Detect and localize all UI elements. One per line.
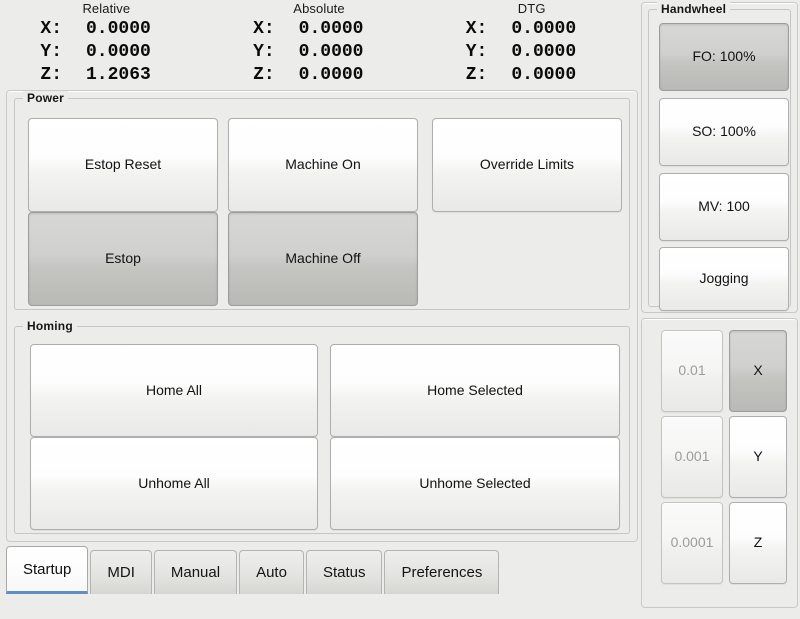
home-selected-button[interactable]: Home Selected <box>330 344 620 437</box>
dro-axis-value: 0.0000 <box>298 19 364 40</box>
dro-axis-label: Z: <box>465 64 488 85</box>
power-group: Power <box>14 91 630 310</box>
dro-row: X: 0.0000 <box>213 18 426 41</box>
dro-axis-value: 1.2063 <box>86 64 151 85</box>
jog-increment-0_001-button[interactable]: 0.001 <box>661 416 723 498</box>
unhome-all-button[interactable]: Unhome All <box>30 437 318 530</box>
unhome-selected-button[interactable]: Unhome Selected <box>330 437 620 530</box>
jog-axis-z-button[interactable]: Z <box>729 502 787 584</box>
dro-row: Z: 0.0000 <box>425 63 638 86</box>
dro-row: Z: 0.0000 <box>213 63 426 86</box>
machine-on-button[interactable]: Machine On <box>228 118 418 212</box>
dro-axis-value: 0.0000 <box>298 64 364 85</box>
dro-axis-label: Z: <box>253 64 275 85</box>
dro-row: X: 0.0000 <box>425 18 638 41</box>
home-all-button[interactable]: Home All <box>30 344 318 437</box>
dro-axis-value: 0.0000 <box>511 42 577 62</box>
tab-manual[interactable]: Manual <box>153 550 238 594</box>
jogging-button[interactable]: Jogging <box>659 247 789 311</box>
tab-status[interactable]: Status <box>305 550 383 594</box>
machine-off-button[interactable]: Machine Off <box>228 212 418 306</box>
dro-axis-label: Y: <box>253 42 275 62</box>
jog-axis-x-button[interactable]: X <box>729 330 787 412</box>
dro-column-relative: Relative X: 0.0000 Y: 0.0000 Z: 1.2063 <box>0 0 213 86</box>
max-velocity-button[interactable]: MV: 100 <box>659 173 789 241</box>
dro-axis-value: 0.0000 <box>298 42 364 62</box>
homing-group: Homing <box>14 319 630 534</box>
dro-row: X: 0.0000 <box>0 18 213 41</box>
dro-axis-label: Y: <box>465 42 488 62</box>
dro-row: Z: 1.2063 <box>0 63 213 86</box>
dro-column-title: Absolute <box>293 1 345 16</box>
dro-axis-label: X: <box>465 19 488 40</box>
estop-button[interactable]: Estop <box>28 212 218 306</box>
dro-axis-label: X: <box>40 19 62 40</box>
dro-column-title: DTG <box>517 1 546 16</box>
tab-bar: Startup MDI Manual Auto Status Preferenc… <box>0 546 501 594</box>
dro-axis-label: Z: <box>40 64 62 85</box>
dro-axis-label: X: <box>253 19 275 40</box>
dro-row: Y: 0.0000 <box>213 41 426 64</box>
override-limits-button[interactable]: Override Limits <box>432 118 622 212</box>
dro-axis-value: 0.0000 <box>511 64 577 85</box>
dro-row: Y: 0.0000 <box>425 41 638 64</box>
jog-increment-0_0001-button[interactable]: 0.0001 <box>661 502 723 584</box>
tab-auto[interactable]: Auto <box>239 550 304 594</box>
tab-preferences[interactable]: Preferences <box>384 550 500 594</box>
dro-readout: Relative X: 0.0000 Y: 0.0000 Z: 1.2063 A… <box>0 0 638 86</box>
dro-axis-value: 0.0000 <box>511 19 577 40</box>
handwheel-group-legend: Handwheel <box>657 2 731 16</box>
jog-increment-0_01-button[interactable]: 0.01 <box>661 330 723 412</box>
dro-axis-value: 0.0000 <box>86 19 151 40</box>
dro-column-absolute: Absolute X: 0.0000 Y: 0.0000 Z: 0.0000 <box>213 0 426 86</box>
tab-startup[interactable]: Startup <box>6 546 89 594</box>
homing-group-legend: Homing <box>23 319 77 333</box>
feed-override-button[interactable]: FO: 100% <box>659 23 789 91</box>
estop-reset-button[interactable]: Estop Reset <box>28 118 218 212</box>
dro-row: Y: 0.0000 <box>0 41 213 64</box>
dro-axis-label: Y: <box>40 42 62 62</box>
dro-axis-value: 0.0000 <box>86 42 151 62</box>
jog-axis-y-button[interactable]: Y <box>729 416 787 498</box>
power-group-legend: Power <box>23 91 69 105</box>
tab-mdi[interactable]: MDI <box>90 550 152 594</box>
dro-column-title: Relative <box>82 1 131 16</box>
dro-column-dtg: DTG X: 0.0000 Y: 0.0000 Z: 0.0000 <box>425 0 638 86</box>
spindle-override-button[interactable]: SO: 100% <box>659 98 789 166</box>
